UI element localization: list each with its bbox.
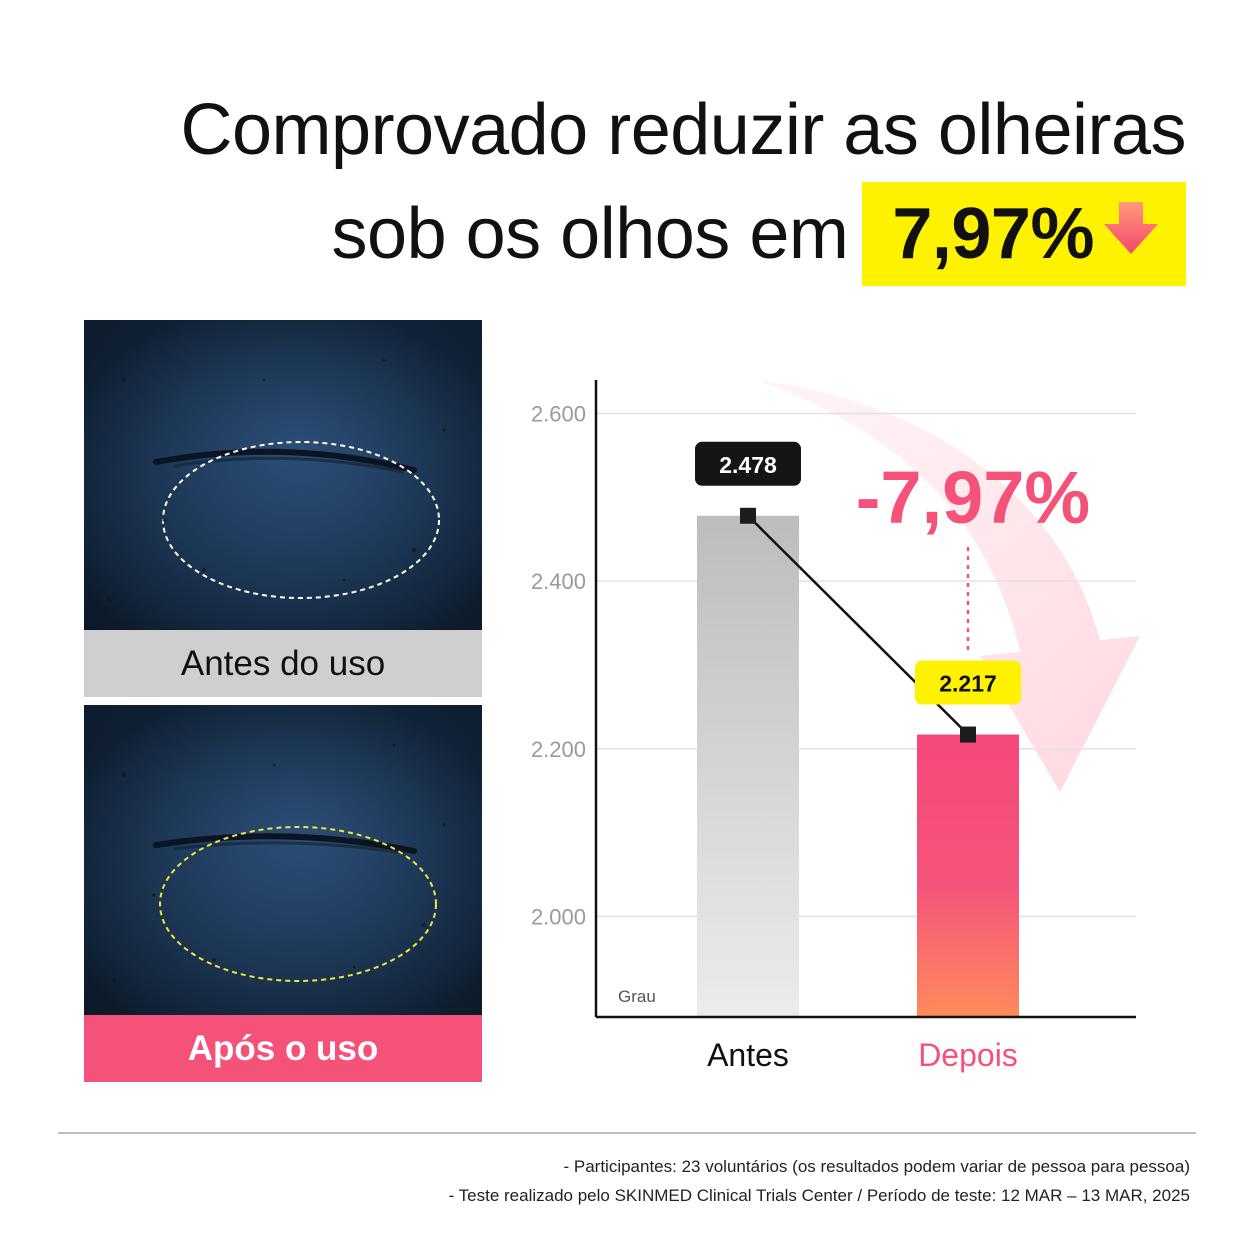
- before-eye-photo: [84, 320, 482, 630]
- after-caption: Após o uso: [84, 1015, 482, 1082]
- headline-value: 7,97%: [892, 194, 1094, 274]
- y-tick-label: 2.600: [531, 402, 586, 427]
- y-tick-label: 2.400: [531, 569, 586, 594]
- footnote-test-info: - Teste realizado pelo SKINMED Clinical …: [448, 1186, 1190, 1205]
- headline-value-badge: 7,97%: [862, 182, 1186, 286]
- data-marker: [960, 726, 976, 743]
- before-caption: Antes do uso: [84, 630, 482, 697]
- headline: Comprovado reduzir as olheiras sob os ol…: [66, 78, 1187, 286]
- y-axis-label: Grau: [618, 987, 656, 1006]
- bar-antes: [697, 515, 799, 1017]
- value-badge-antes: [695, 441, 801, 486]
- category-label-depois: Depois: [918, 1037, 1018, 1073]
- headline-line-2-prefix: sob os olhos em: [331, 194, 849, 274]
- y-tick-label: 2.000: [531, 904, 586, 929]
- decrease-arrow-graphic: [756, 380, 1140, 792]
- headline-line-1: Comprovado reduzir as olheiras: [180, 90, 1187, 170]
- after-outline: [159, 826, 437, 982]
- value-label-antes: 2.478: [719, 452, 777, 478]
- down-arrow-icon: [1102, 182, 1160, 286]
- footnote-participants: - Participantes: 23 voluntários (os resu…: [563, 1157, 1190, 1176]
- footnotes: - Participantes: 23 voluntários (os resu…: [90, 1152, 1190, 1210]
- data-marker: [740, 507, 756, 524]
- change-annotation: -7,97%: [856, 456, 1090, 539]
- category-label-antes: Antes: [707, 1037, 789, 1073]
- after-eye-photo: [84, 705, 482, 1015]
- bar-depois: [917, 734, 1019, 1017]
- bar-chart: 2.000 2.200 2.400 2.600 Grau 2.478 2.217 -7,97%…: [531, 380, 1140, 1073]
- value-badge-depois: [915, 660, 1021, 705]
- y-tick-label: 2.200: [531, 737, 586, 762]
- footer-divider: [58, 1132, 1196, 1134]
- headline-line-2: sob os olhos em 7,97%: [66, 182, 1186, 286]
- value-label-depois: 2.217: [939, 671, 997, 697]
